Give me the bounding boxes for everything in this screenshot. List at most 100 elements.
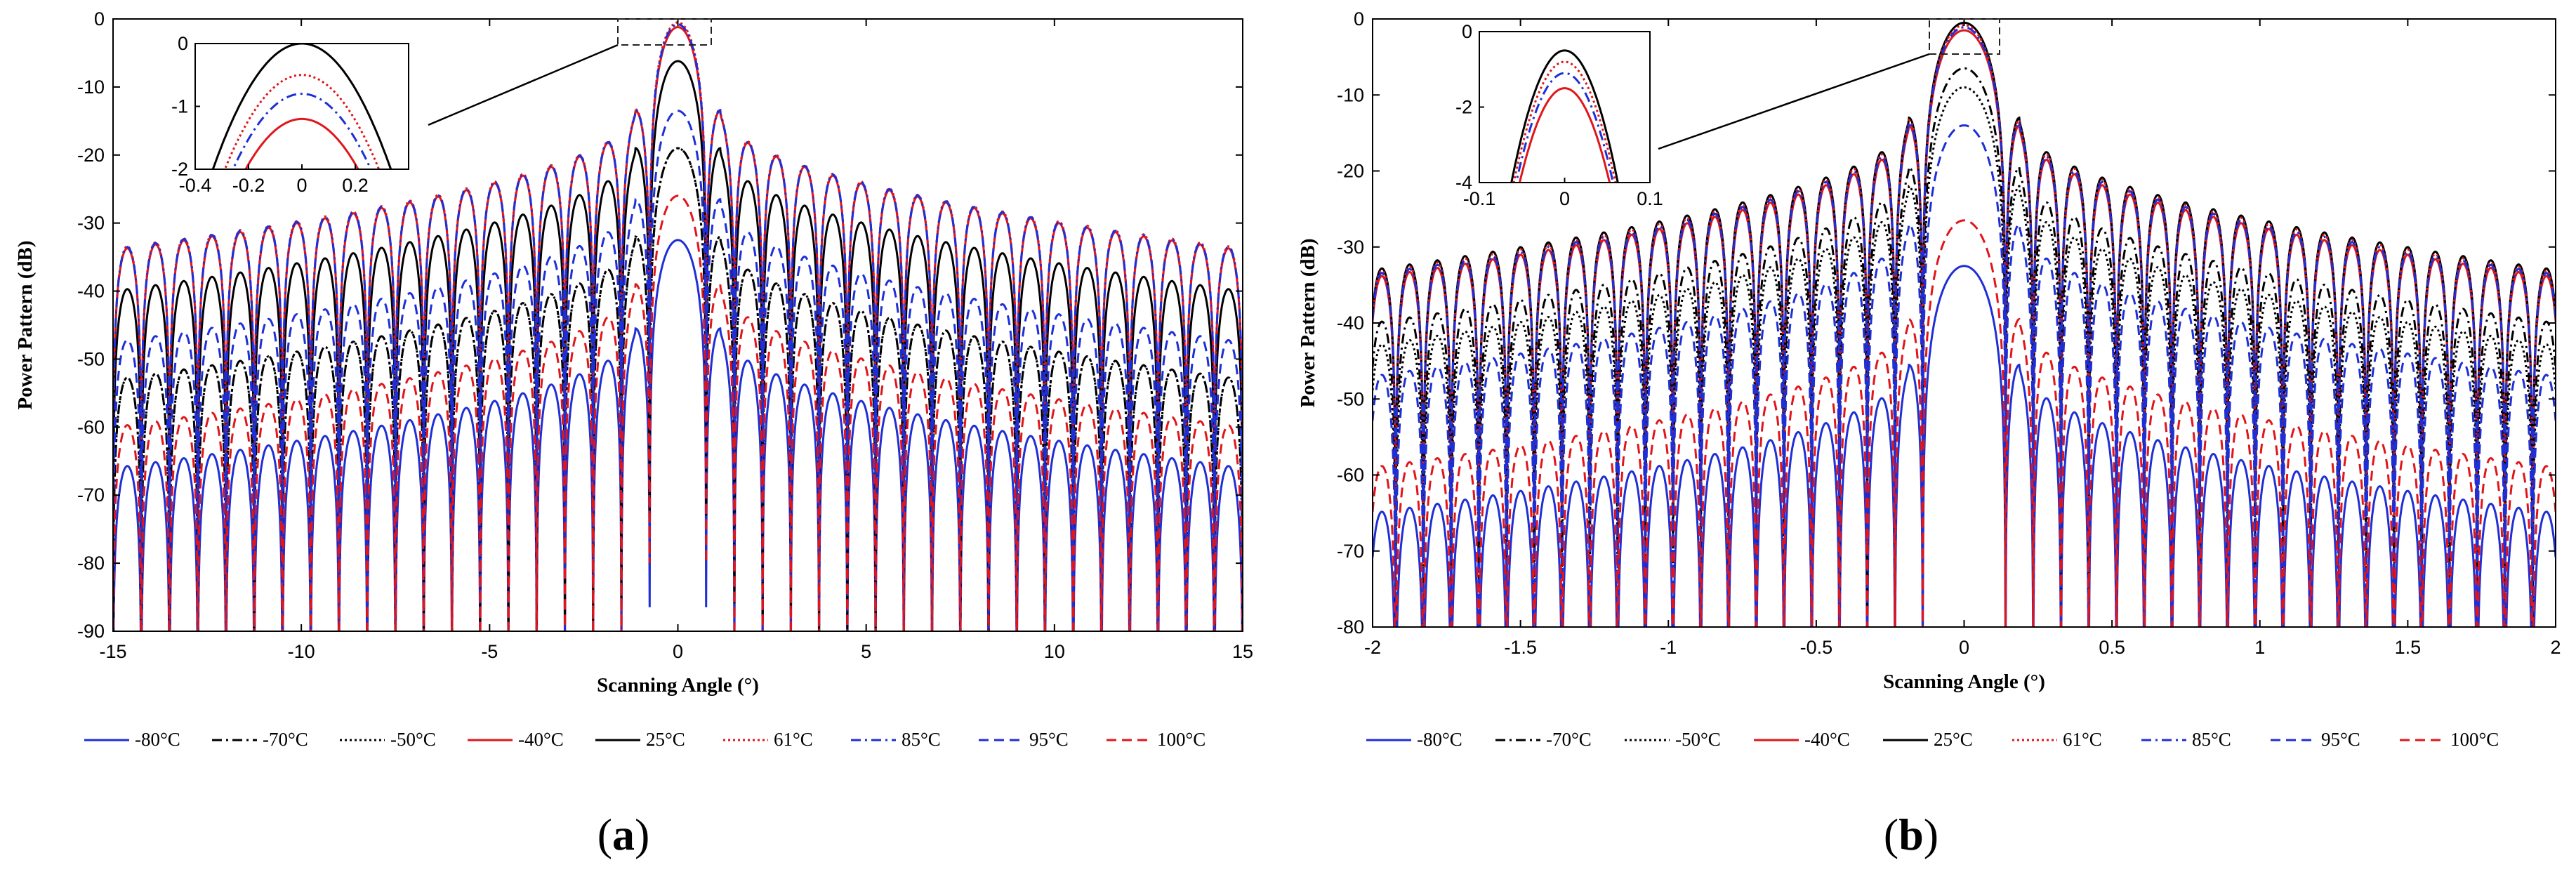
inset-x-tick-label: 0 (1559, 188, 1570, 209)
y-tick-label: -70 (77, 484, 105, 506)
inset-x-tick-label: -0.4 (179, 175, 212, 196)
plot-area (1373, 21, 2556, 627)
x-tick-label: 0.5 (2099, 637, 2125, 658)
series-line-95°C (113, 110, 1243, 631)
legend-label: 95°C (2321, 729, 2360, 750)
x-tick-label: 0 (1959, 637, 1969, 658)
y-tick-label: 0 (94, 8, 105, 29)
y-tick-label: -10 (1337, 84, 1364, 105)
x-tick-label: -1.5 (1504, 637, 1537, 658)
y-axis-label: Power Pattern (dB) (14, 240, 37, 409)
series-line-100°C (113, 194, 1243, 631)
inset-x-tick-label: -0.2 (232, 175, 265, 196)
legend-label: -80°C (135, 729, 180, 750)
x-tick-label: 5 (861, 641, 871, 662)
x-tick-label: 0 (673, 641, 683, 662)
legend: -80°C -70°C -50°C -40°C 25°C 61°C 85°C 95°C 100°… (1366, 729, 2499, 750)
x-tick-label: -10 (288, 641, 315, 662)
legend-label: 95°C (1029, 729, 1069, 750)
inset-curve-25°C (1510, 49, 1619, 183)
y-tick-label: -40 (1337, 312, 1364, 334)
inset-curve--40°C (1518, 87, 1611, 183)
inset-y-tick-label: 0 (1462, 21, 1472, 42)
y-tick-label: -30 (1337, 237, 1364, 258)
inset-y-tick-label: -1 (171, 96, 188, 117)
series-line-25°C (113, 60, 1243, 631)
legend-label: 61°C (774, 729, 813, 750)
subfigure-caption: (a) (597, 810, 650, 859)
legend-label: -70°C (263, 729, 308, 750)
chart-a: -15 -10 -5 0 5 10 150-10-20-30-40-50-60-70-80-… (14, 8, 1253, 859)
x-tick-label: -1 (1660, 637, 1677, 658)
series-line--70°C (1373, 67, 2556, 624)
series-line--80°C (1373, 265, 2556, 627)
legend-label: -70°C (1546, 729, 1592, 750)
x-tick-label: -0.5 (1800, 637, 1833, 658)
inset-y-tick-label: -2 (171, 159, 188, 180)
series-line-95°C (1373, 124, 2556, 627)
inset-x-tick-label: -0.1 (1463, 188, 1496, 209)
inset-y-tick-label: -2 (1455, 97, 1472, 118)
y-tick-label: 0 (1354, 8, 1364, 29)
series-line--50°C (113, 147, 1243, 631)
y-tick-label: -50 (77, 348, 105, 369)
inset-plot: -0.1 0 0.1 0 -2 -4 (1455, 21, 1663, 209)
zoom-region-box (1929, 18, 2000, 55)
x-axis-label: Scanning Angle (°) (1883, 671, 2045, 693)
series-line-85°C (1373, 26, 2556, 575)
y-tick-label: -80 (1337, 616, 1364, 638)
plot-area (113, 21, 1243, 631)
legend-label: 61°C (2063, 729, 2102, 750)
legend-label: 25°C (646, 729, 685, 750)
inset-y-tick-label: -4 (1455, 172, 1472, 193)
x-tick-label: 1 (2254, 637, 2265, 658)
y-tick-label: -20 (1337, 161, 1364, 182)
series-line-100°C (1373, 219, 2556, 627)
x-tick-label: 1.5 (2395, 637, 2422, 658)
legend-label: -50°C (1675, 729, 1721, 750)
inset-curve-25°C (211, 44, 392, 169)
legend-label: 100°C (2450, 729, 2499, 750)
zoom-pointer-line (1658, 53, 1930, 150)
subfigure-caption: (b) (1884, 810, 1938, 859)
series-line-85°C (113, 23, 1243, 593)
y-tick-label: -10 (77, 77, 105, 98)
inset-x-tick-label: 0 (296, 175, 307, 196)
x-axis-label: Scanning Angle (°) (597, 674, 759, 697)
y-tick-label: -30 (77, 213, 105, 234)
inset-y-tick-label: 0 (178, 33, 188, 54)
zoom-region-box (617, 18, 712, 46)
legend-label: 85°C (901, 729, 941, 750)
y-tick-label: -60 (1337, 465, 1364, 486)
y-tick-label: -50 (1337, 388, 1364, 409)
legend-label: 85°C (2192, 729, 2231, 750)
x-tick-label: -15 (99, 641, 126, 662)
x-tick-label: -5 (481, 641, 498, 662)
zoom-pointer-line (428, 44, 619, 126)
y-tick-label: -20 (77, 145, 105, 166)
x-tick-label: -2 (1364, 637, 1381, 658)
legend-label: -80°C (1417, 729, 1462, 750)
legend-label: 25°C (1934, 729, 1973, 750)
y-tick-label: -60 (77, 416, 105, 437)
legend-label: 100°C (1157, 729, 1206, 750)
inset-plot: -0.4 -0.2 0 0.2 0 -1 -2 (171, 33, 409, 196)
legend-label: -40°C (518, 729, 564, 750)
y-axis-label: Power Pattern (dB) (1297, 238, 1319, 407)
x-tick-label: 10 (1044, 641, 1065, 662)
inset-curve--40°C (244, 117, 359, 169)
inset-x-tick-label: 0.1 (1637, 188, 1663, 209)
y-tick-label: -40 (77, 281, 105, 302)
inset-x-tick-label: 0.2 (342, 175, 369, 196)
y-tick-label: -90 (77, 621, 105, 642)
y-tick-label: -80 (77, 553, 105, 574)
legend-label: -50°C (390, 729, 436, 750)
legend: -80°C -70°C -50°C -40°C 25°C 61°C 85°C 95°C 100°… (84, 729, 1206, 750)
series-line--80°C (113, 239, 1243, 631)
legend-label: -40°C (1804, 729, 1850, 750)
inset-curve-85°C (232, 93, 372, 169)
y-tick-label: -70 (1337, 541, 1364, 562)
x-tick-label: 2 (2550, 637, 2561, 658)
chart-b: -2 -1.5 -1 -0.5 0 0.5 1 1.5 20-10-20-30-40-50-60… (1297, 8, 2561, 859)
